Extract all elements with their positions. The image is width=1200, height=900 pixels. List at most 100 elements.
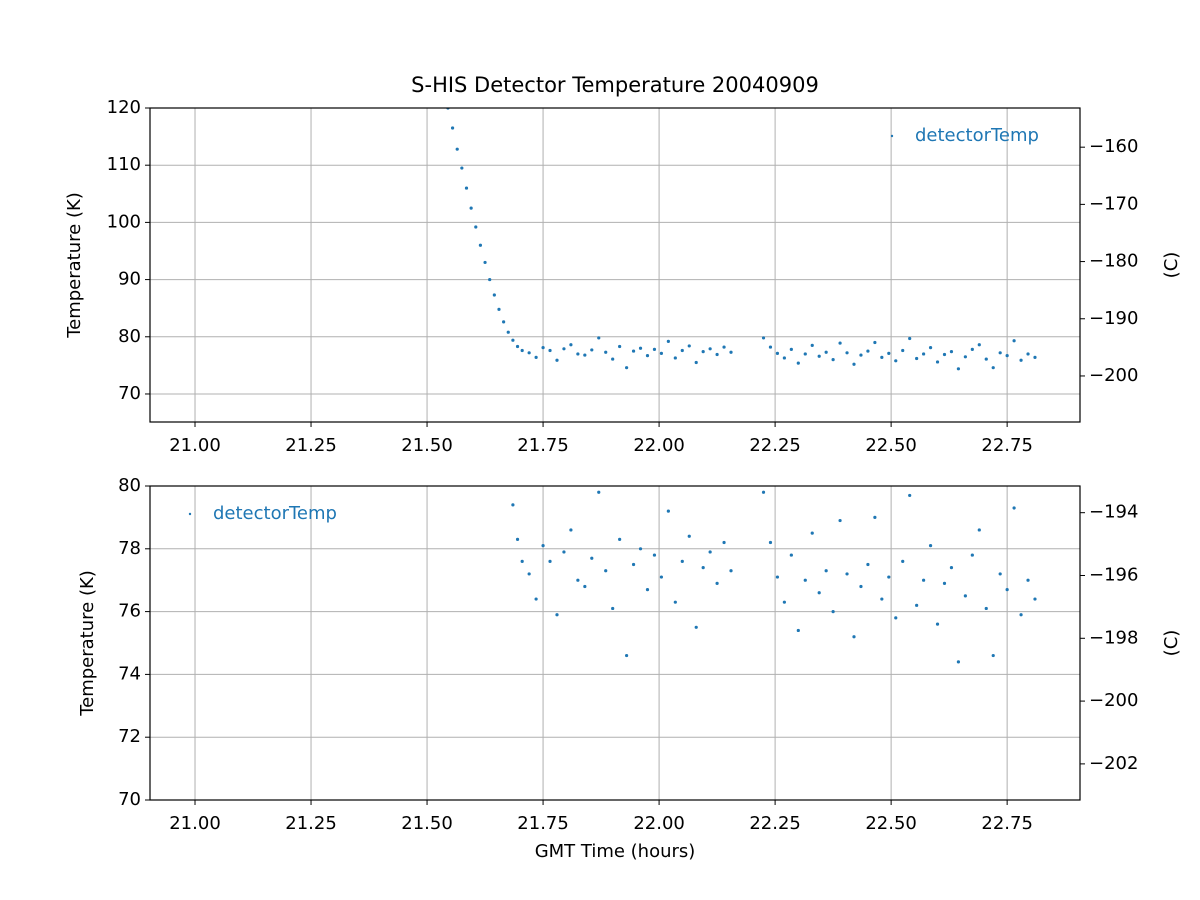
point	[583, 584, 587, 589]
point	[555, 613, 559, 617]
point	[694, 360, 698, 365]
point	[455, 147, 459, 151]
point	[880, 355, 884, 359]
x-tick-label: 21.75	[517, 435, 569, 456]
point	[831, 358, 835, 362]
point	[548, 348, 552, 353]
plot-area	[446, 108, 1037, 371]
point	[511, 503, 515, 507]
point	[852, 362, 856, 366]
point	[701, 350, 705, 354]
y-tick-label: 70	[118, 789, 141, 810]
point	[942, 581, 947, 585]
point	[715, 581, 719, 585]
point	[949, 566, 954, 570]
point	[673, 600, 677, 604]
point	[715, 352, 719, 357]
axes-frame	[149, 485, 1081, 801]
point	[474, 225, 478, 229]
point	[1019, 358, 1023, 362]
axes-frame	[149, 107, 1081, 423]
y-tick-label: 110	[107, 154, 141, 175]
point	[796, 628, 800, 633]
point	[998, 572, 1002, 576]
y-tick-label: 74	[118, 663, 141, 684]
point	[894, 359, 898, 363]
point	[970, 553, 974, 557]
point	[520, 559, 524, 563]
x-tick-label: 22.50	[865, 813, 917, 834]
x-tick-label: 21.50	[401, 813, 453, 834]
point	[555, 358, 559, 362]
point	[534, 355, 538, 359]
y2-tick-label: −180	[1089, 251, 1138, 272]
point	[460, 166, 464, 170]
point	[507, 459, 510, 462]
point	[604, 569, 608, 573]
point	[597, 336, 601, 340]
point	[493, 255, 496, 258]
y2-tick-label: −194	[1089, 502, 1138, 523]
point	[666, 339, 670, 343]
point	[488, 277, 492, 282]
point	[652, 347, 657, 351]
x-tick-label: 22.25	[749, 435, 801, 456]
point	[810, 343, 814, 347]
y-axis-label: Temperature (K)	[64, 192, 85, 339]
point	[478, 243, 483, 247]
point	[604, 350, 608, 354]
point	[625, 366, 629, 370]
point	[789, 553, 793, 557]
point	[831, 610, 835, 614]
point	[1026, 578, 1030, 582]
point	[894, 616, 898, 620]
point	[659, 575, 664, 579]
point	[469, 206, 473, 210]
point	[450, 126, 455, 130]
point	[701, 566, 705, 570]
point	[506, 330, 510, 334]
point	[611, 606, 615, 611]
point	[775, 351, 780, 355]
point	[1005, 588, 1009, 592]
y2-tick-label: −170	[1089, 193, 1138, 214]
x-tick-label: 22.75	[981, 435, 1033, 456]
point	[729, 350, 733, 354]
point	[768, 345, 773, 349]
point	[638, 346, 643, 350]
plot-area	[493, 255, 1037, 664]
point	[618, 344, 622, 349]
point	[956, 367, 961, 371]
point	[1019, 613, 1023, 617]
point	[977, 528, 981, 532]
y2-tick-label: −200	[1089, 690, 1138, 711]
point	[515, 344, 520, 349]
point	[464, 186, 469, 190]
point	[569, 343, 573, 347]
point	[803, 578, 807, 582]
point	[866, 349, 870, 353]
point	[631, 562, 636, 567]
y-tick-label: 76	[118, 601, 141, 622]
x-tick-label: 21.25	[285, 813, 337, 834]
y-tick-label: 120	[107, 97, 141, 118]
point	[866, 562, 870, 567]
point	[991, 366, 995, 370]
legend-marker	[890, 134, 894, 138]
x-tick-label: 21.50	[401, 435, 453, 456]
point	[782, 600, 786, 604]
chart-title: S-HIS Detector Temperature 20040909	[411, 73, 819, 97]
point	[935, 622, 940, 626]
y2-axis-label: (C)	[1161, 630, 1182, 657]
y-tick-label: 80	[118, 326, 141, 347]
y2-tick-label: −200	[1089, 365, 1138, 386]
point	[576, 352, 580, 356]
point	[569, 528, 573, 532]
point	[761, 336, 766, 340]
point	[625, 653, 629, 658]
point	[562, 550, 566, 554]
point	[673, 356, 677, 360]
point	[817, 354, 821, 358]
point	[729, 569, 733, 573]
